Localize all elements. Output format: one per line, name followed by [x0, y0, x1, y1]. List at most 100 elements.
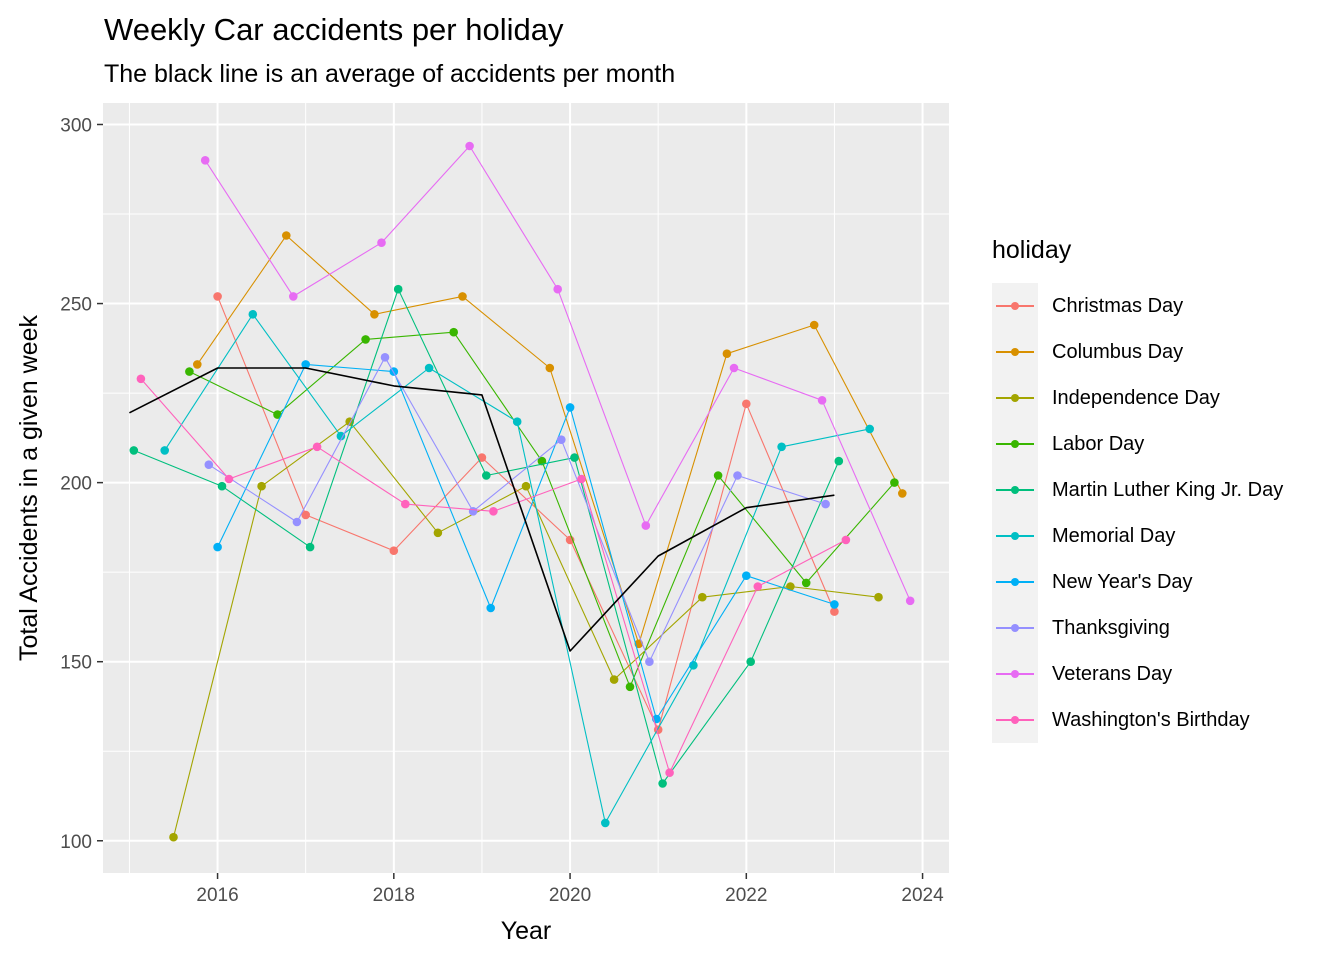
data-point-martin-luther-king-jr-day: [217, 481, 227, 491]
data-point-martin-luther-king-jr-day: [834, 456, 844, 466]
data-point-veterans-day: [553, 284, 562, 294]
average-line-layer: [129, 367, 835, 652]
series-martin-luther-king-jr-day: [129, 284, 844, 788]
data-point-thanksgiving: [733, 471, 742, 480]
legend-item-columbus-day: Columbus Day: [992, 329, 1283, 375]
data-point-new-year-s-day: [565, 403, 575, 412]
legend-key-memorial-day: [992, 513, 1038, 559]
data-point-thanksgiving: [380, 353, 390, 362]
x-tick-label: 2018: [373, 885, 415, 906]
legend-key-dot: [1011, 348, 1019, 356]
legend-label: Veterans Day: [1052, 662, 1173, 685]
data-point-veterans-day: [200, 156, 210, 165]
series-line-christmas-day: [217, 296, 835, 731]
data-point-independence-day: [521, 481, 531, 491]
data-point-memorial-day: [424, 363, 434, 373]
data-point-independence-day: [874, 592, 883, 602]
data-point-labor-day: [185, 367, 194, 376]
legend-key-martin-luther-king-jr-day: [992, 467, 1038, 513]
data-point-martin-luther-king-jr-day: [129, 446, 139, 455]
data-point-martin-luther-king-jr-day: [746, 657, 755, 666]
data-point-thanksgiving: [468, 507, 478, 516]
legend-item-labor-day: Labor Day: [992, 421, 1283, 467]
data-point-washington-s-birthday: [224, 474, 234, 484]
data-point-martin-luther-king-jr-day: [658, 779, 667, 788]
data-point-memorial-day: [777, 442, 786, 452]
legend-label: Martin Luther King Jr. Day: [1052, 478, 1284, 501]
legend-label: Christmas Day: [1052, 294, 1184, 317]
x-tick-label: 2024: [901, 885, 944, 906]
x-tick-label: 2020: [549, 885, 591, 906]
legend-key-dot: [1011, 440, 1019, 448]
legend-key-new-year-s-day: [992, 559, 1038, 605]
legend-item-memorial-day: Memorial Day: [992, 513, 1283, 559]
data-point-independence-day: [698, 592, 707, 602]
chart-title: Weekly Car accidents per holiday: [104, 12, 564, 47]
legend-key-independence-day: [992, 375, 1038, 421]
y-tick-label: 150: [60, 653, 92, 674]
legend-item-independence-day: Independence Day: [992, 375, 1283, 421]
legend-key-dot: [1011, 624, 1019, 632]
data-point-washington-s-birthday: [312, 442, 322, 452]
y-tick-label: 200: [60, 474, 92, 495]
data-point-memorial-day: [865, 424, 874, 434]
data-point-independence-day: [433, 528, 443, 538]
data-point-new-year-s-day: [742, 571, 751, 580]
legend-key-thanksgiving: [992, 605, 1038, 651]
data-point-memorial-day: [512, 417, 522, 427]
legend-item-veterans-day: Veterans Day: [992, 651, 1283, 697]
data-point-veterans-day: [817, 396, 827, 405]
data-point-veterans-day: [465, 141, 474, 151]
legend-label: Memorial Day: [1052, 524, 1176, 547]
data-point-columbus-day: [722, 349, 732, 359]
data-point-memorial-day: [601, 818, 610, 828]
data-point-washington-s-birthday: [401, 499, 410, 509]
data-point-independence-day: [786, 582, 795, 591]
x-tick-label: 2016: [196, 885, 238, 906]
legend-key-dot: [1011, 394, 1019, 402]
y-tick-label: 300: [60, 115, 92, 136]
data-point-thanksgiving: [557, 435, 566, 445]
data-point-columbus-day: [193, 360, 202, 369]
legend-item-new-year-s-day: New Year's Day: [992, 559, 1283, 605]
data-point-thanksgiving: [645, 657, 654, 666]
legend-item-washington-s-birthday: Washington's Birthday: [992, 697, 1283, 743]
series-veterans-day: [200, 141, 915, 606]
y-axis-title: Total Accidents in a given week: [15, 314, 43, 661]
data-point-veterans-day: [289, 292, 298, 301]
data-point-new-year-s-day: [486, 603, 496, 613]
data-point-memorial-day: [160, 446, 169, 455]
legend-key-washington-s-birthday: [992, 697, 1038, 743]
legend-label: Columbus Day: [1052, 340, 1184, 363]
data-point-memorial-day: [336, 431, 346, 441]
legend-item-thanksgiving: Thanksgiving: [992, 605, 1283, 651]
data-point-labor-day: [625, 682, 635, 692]
data-point-labor-day: [449, 327, 459, 337]
legend: holiday Christmas Day Columbus Day Indepen…: [992, 236, 1283, 743]
legend-item-martin-luther-king-jr-day: Martin Luther King Jr. Day: [992, 467, 1283, 513]
legend-label: Labor Day: [1052, 432, 1145, 455]
legend-key-dot: [1011, 486, 1019, 494]
data-point-christmas-day: [742, 399, 751, 409]
data-point-christmas-day: [830, 607, 839, 616]
data-point-new-year-s-day: [301, 360, 311, 369]
data-point-columbus-day: [809, 320, 819, 330]
data-point-new-year-s-day: [213, 542, 222, 552]
series-columbus-day: [193, 231, 907, 649]
data-point-independence-day: [169, 832, 178, 842]
data-point-columbus-day: [282, 231, 291, 240]
legend-label: Washington's Birthday: [1052, 708, 1250, 731]
data-point-martin-luther-king-jr-day: [393, 284, 403, 294]
data-point-labor-day: [273, 410, 282, 419]
x-tick-label: 2022: [725, 885, 767, 906]
legend-key-dot: [1011, 716, 1019, 724]
series-line-thanksgiving: [208, 356, 826, 663]
data-point-washington-s-birthday: [841, 535, 851, 545]
data-point-washington-s-birthday: [753, 582, 763, 591]
legend-key-dot: [1011, 670, 1019, 678]
data-point-columbus-day: [545, 363, 555, 373]
data-point-independence-day: [257, 481, 266, 491]
data-point-independence-day: [609, 675, 619, 684]
y-tick-label: 250: [60, 295, 92, 316]
